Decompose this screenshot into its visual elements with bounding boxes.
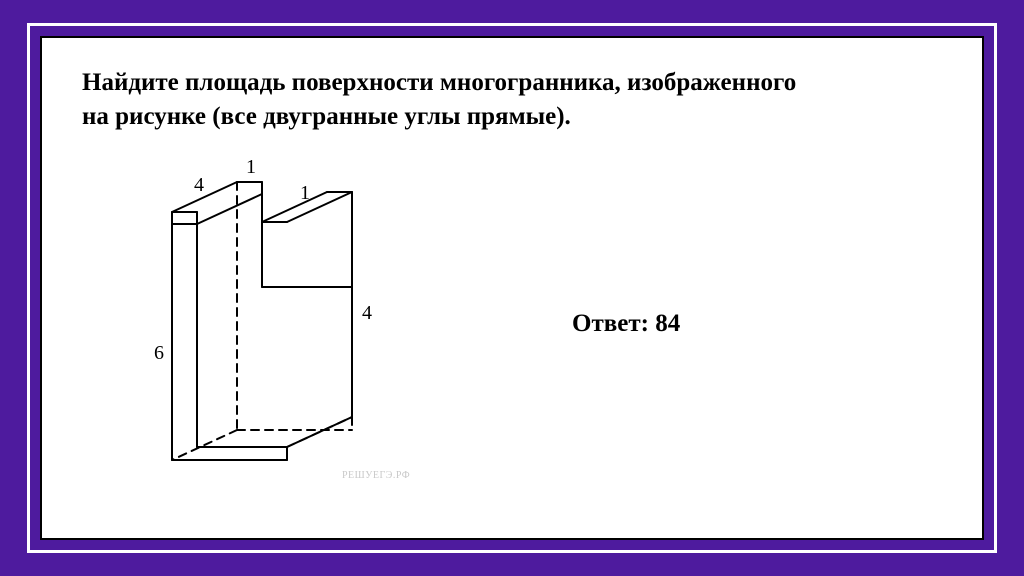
dim-label-top-1: 1 <box>246 156 256 179</box>
slide-panel: Найдите площадь поверхности многогранник… <box>40 36 984 540</box>
dim-label-left-6: 6 <box>154 342 164 365</box>
dim-label-right-1: 1 <box>300 182 310 205</box>
slide-outer-frame: Найдите площадь поверхности многогранник… <box>27 23 997 553</box>
polyhedron-svg <box>102 152 462 497</box>
answer-block: Ответ: 84 <box>572 310 680 338</box>
dim-label-depth-4: 4 <box>194 174 204 197</box>
dim-label-right-4: 4 <box>362 302 372 325</box>
problem-line-2: на рисунке (все двугранные углы прямые). <box>82 103 571 130</box>
problem-line-1: Найдите площадь поверхности многогранник… <box>82 69 796 96</box>
answer-value: 84 <box>655 310 680 337</box>
answer-label: Ответ: <box>572 310 649 337</box>
content-row: 1 4 1 4 6 РЕШУЕГЭ.РФ Ответ: 84 <box>82 152 942 497</box>
watermark-text: РЕШУЕГЭ.РФ <box>342 470 410 481</box>
polyhedron-diagram: 1 4 1 4 6 РЕШУЕГЭ.РФ <box>102 152 462 497</box>
problem-statement: Найдите площадь поверхности многогранник… <box>82 66 942 134</box>
